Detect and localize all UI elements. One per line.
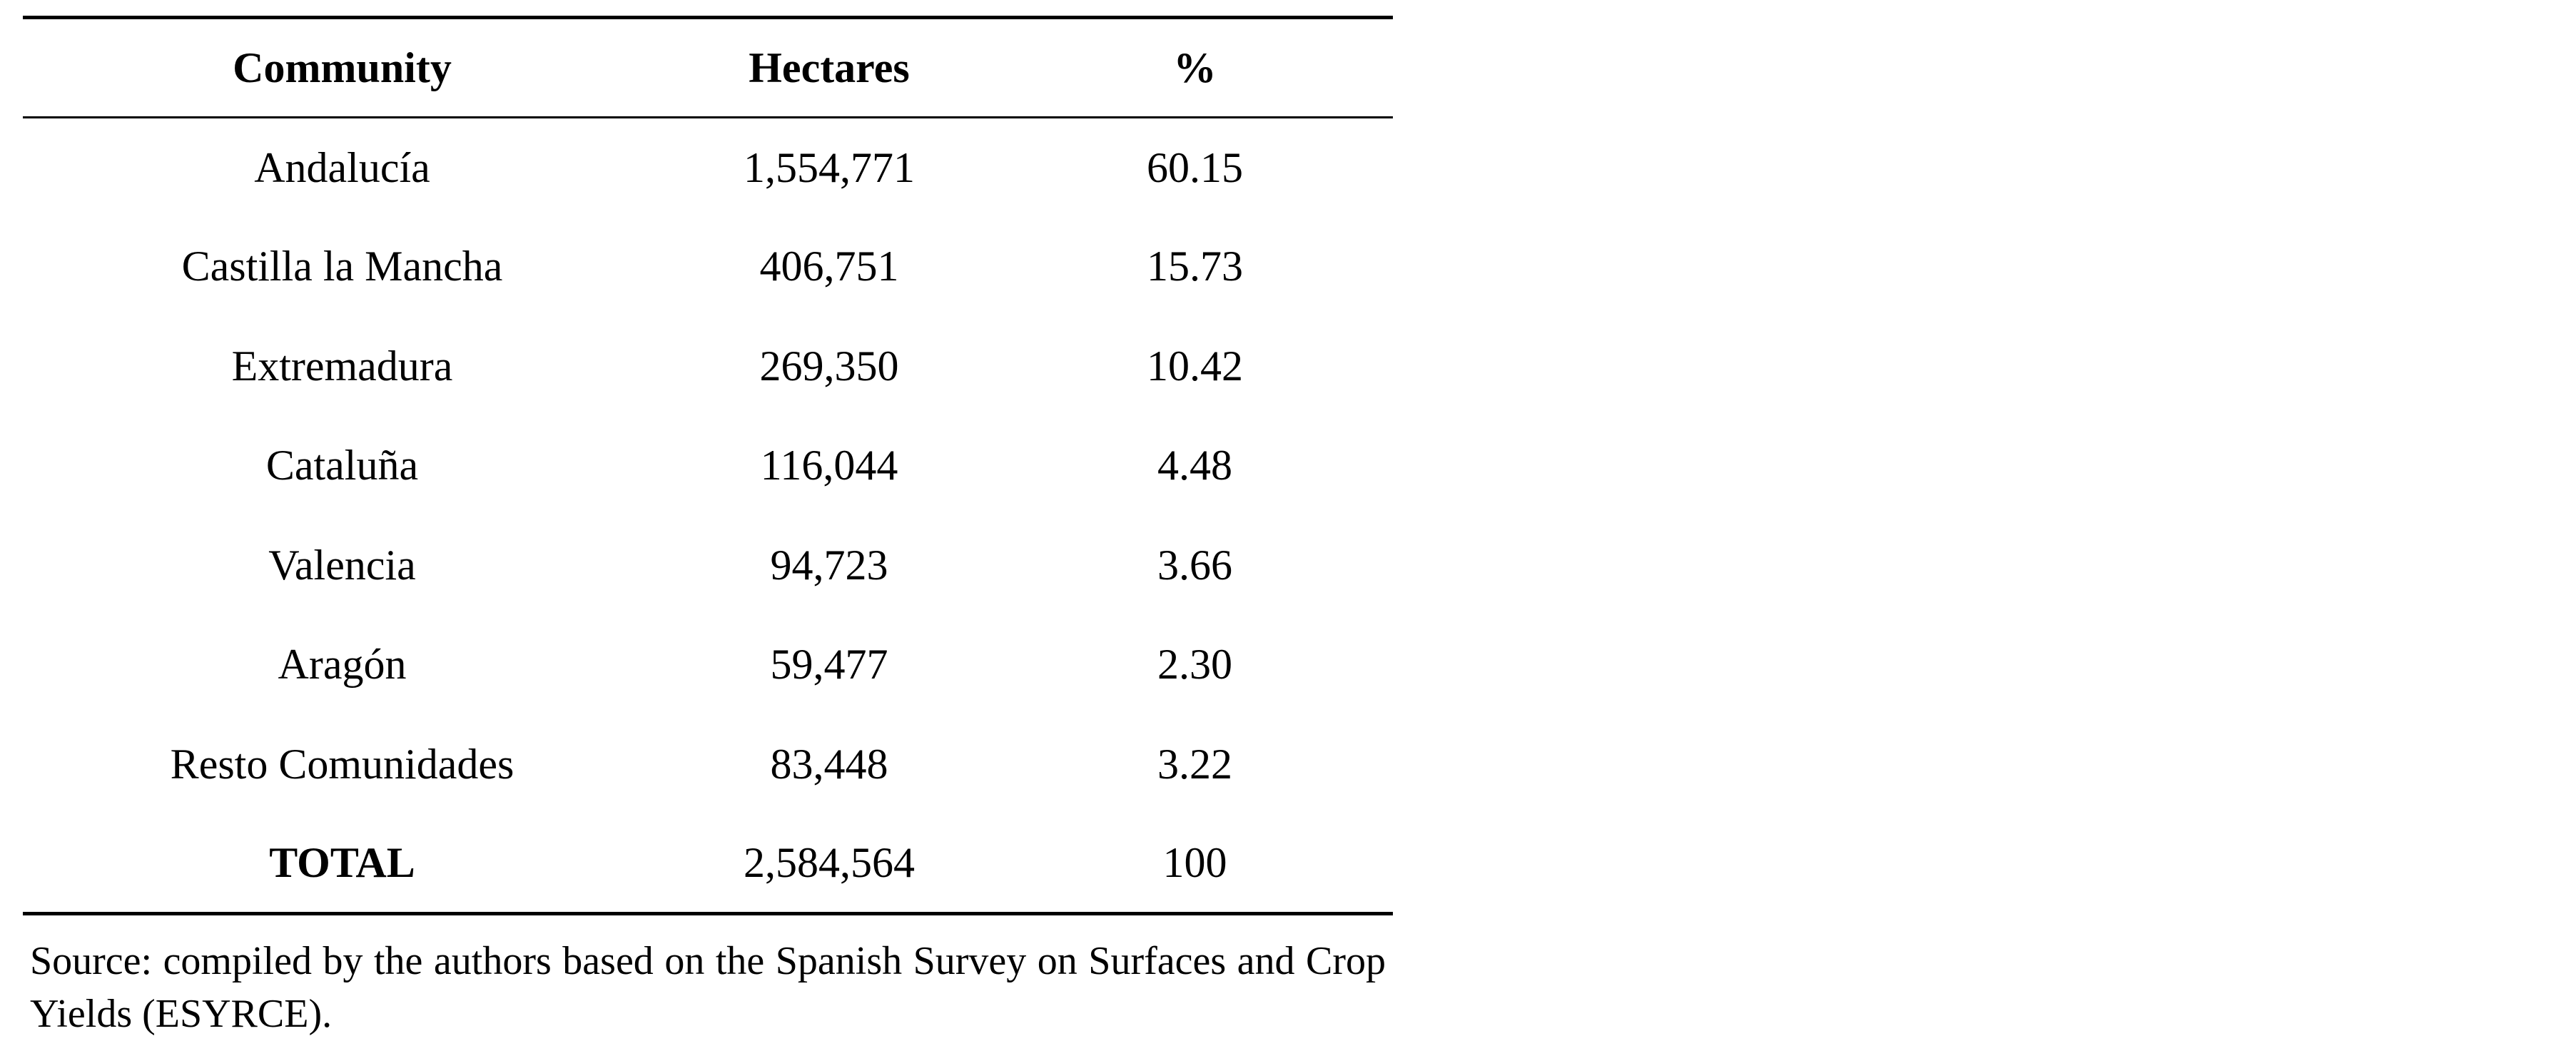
header-hectares: Hectares (749, 44, 910, 91)
cell-hectares: 59,477 (770, 641, 888, 689)
cell-percent-value: 15.73 (1147, 243, 1243, 290)
cell-total-percent: 100 (997, 814, 1393, 914)
data-table-container: Community Hectares % Andalucía 1,554,771… (23, 16, 1393, 915)
cell-percent: 3.22 (997, 715, 1393, 815)
cell-community: Resto Comunidades (170, 740, 514, 788)
cell-percent: 60.15 (997, 118, 1393, 218)
total-row: TOTAL 2,584,564 100 (23, 814, 1393, 914)
cell-percent: 15.73 (997, 217, 1393, 317)
cell-percent-value: 3.22 (1157, 740, 1232, 788)
cell-hectares: 406,751 (759, 243, 899, 290)
cell-community: Andalucía (254, 143, 430, 191)
table-body: Andalucía 1,554,771 60.15 Castilla la Ma… (23, 118, 1393, 914)
cell-total-percent-value: 100 (1162, 839, 1227, 886)
cell-percent-value: 2.30 (1157, 641, 1232, 689)
cell-percent-value: 3.66 (1157, 541, 1232, 589)
cell-community: Cataluña (265, 442, 419, 489)
header-percent-label: % (1173, 44, 1217, 91)
table-row: Castilla la Mancha 406,751 15.73 (23, 217, 1393, 317)
header-row: Community Hectares % (23, 18, 1393, 118)
community-hectares-table: Community Hectares % Andalucía 1,554,771… (23, 16, 1393, 915)
table-row: Cataluña 116,044 4.48 (23, 416, 1393, 516)
cell-community: Extremadura (231, 342, 453, 390)
table-row: Andalucía 1,554,771 60.15 (23, 118, 1393, 218)
cell-total-hectares: 2,584,564 (744, 839, 915, 886)
source-note: Source: compiled by the authors based on… (30, 939, 1386, 1036)
cell-total-label: TOTAL (269, 839, 415, 886)
cell-hectares: 116,044 (760, 442, 898, 489)
cell-percent: 3.66 (997, 516, 1393, 616)
table-row: Valencia 94,723 3.66 (23, 516, 1393, 616)
table-row: Aragón 59,477 2.30 (23, 615, 1393, 715)
cell-community: Castilla la Mancha (181, 243, 503, 290)
cell-hectares: 269,350 (759, 342, 899, 390)
cell-hectares: 94,723 (770, 541, 888, 589)
table-row: Resto Comunidades 83,448 3.22 (23, 715, 1393, 815)
cell-hectares: 83,448 (770, 740, 888, 788)
cell-percent-value: 4.48 (1157, 442, 1232, 489)
cell-percent-value: 60.15 (1147, 143, 1243, 191)
header-community: Community (233, 44, 452, 91)
cell-percent: 2.30 (997, 615, 1393, 715)
cell-percent: 4.48 (997, 416, 1393, 516)
cell-community: Aragón (278, 641, 407, 689)
table-row: Extremadura 269,350 10.42 (23, 317, 1393, 417)
header-percent: % (997, 18, 1393, 118)
table-header: Community Hectares % (23, 17, 1393, 118)
cell-percent-value: 10.42 (1147, 342, 1243, 390)
cell-percent: 10.42 (997, 317, 1393, 417)
cell-hectares: 1,554,771 (744, 143, 915, 191)
cell-community: Valencia (268, 541, 416, 589)
